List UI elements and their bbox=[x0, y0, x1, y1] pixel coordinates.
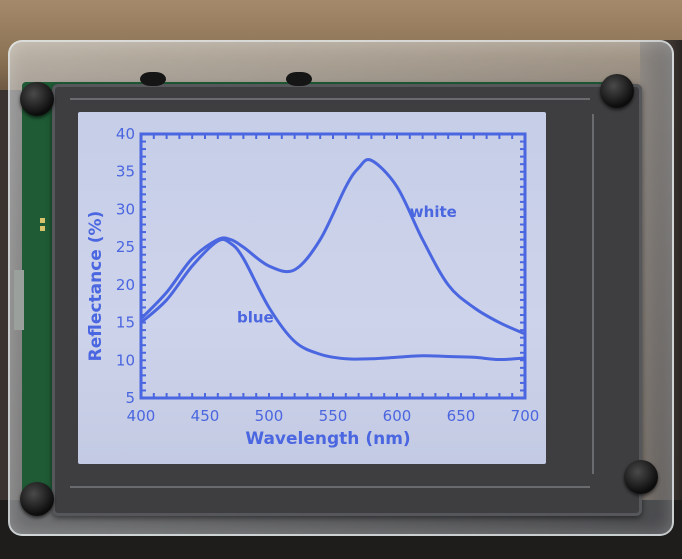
x-tick-label: 550 bbox=[319, 407, 348, 425]
y-tick-label: 15 bbox=[116, 314, 135, 332]
screw-top-left bbox=[20, 82, 54, 116]
lcd-screen: 400 450 500 550 600 650 700 5 10 15 20 25 30 35 40 Wa… bbox=[78, 112, 546, 464]
bezel-line-top bbox=[70, 98, 590, 100]
series-line-white bbox=[139, 158, 526, 336]
white-series-label: white bbox=[410, 203, 457, 221]
bezel-line-right bbox=[592, 114, 594, 474]
y-tick-label: 5 bbox=[125, 389, 135, 407]
screw-top-right bbox=[600, 74, 634, 108]
y-tick-label: 20 bbox=[116, 276, 135, 294]
x-tick-label: 600 bbox=[383, 407, 412, 425]
x-tick-label: 700 bbox=[511, 407, 540, 425]
y-tick-label: 40 bbox=[116, 125, 135, 143]
bezel-line-bottom bbox=[70, 486, 590, 488]
x-tick-label: 450 bbox=[191, 407, 220, 425]
x-tick-label: 650 bbox=[447, 407, 476, 425]
y-axis-label: Reflectance (%) bbox=[86, 211, 106, 362]
ribbon-connector bbox=[14, 270, 24, 330]
x-tick-labels: 400 450 500 550 600 650 700 bbox=[127, 407, 540, 425]
standoff-left bbox=[140, 72, 166, 86]
series-lines bbox=[139, 158, 526, 362]
x-axis-label: Wavelength (nm) bbox=[245, 429, 410, 449]
chart-axes bbox=[139, 132, 527, 400]
y-tick-label: 35 bbox=[116, 163, 135, 181]
x-tick-label: 400 bbox=[127, 407, 156, 425]
y-tick-labels: 5 10 15 20 25 30 35 40 bbox=[116, 125, 135, 407]
screw-bottom-right bbox=[624, 460, 658, 494]
header-pins bbox=[40, 218, 48, 234]
y-tick-label: 25 bbox=[116, 238, 135, 256]
standoff-right bbox=[286, 72, 312, 86]
y-tick-label: 10 bbox=[116, 351, 135, 369]
series-line-blue bbox=[140, 237, 526, 362]
y-tick-label: 30 bbox=[116, 200, 135, 218]
reflectance-chart: 400 450 500 550 600 650 700 5 10 15 20 25 30 35 40 Wa… bbox=[86, 125, 540, 449]
blue-series-label: blue bbox=[237, 309, 274, 327]
x-tick-label: 500 bbox=[255, 407, 284, 425]
screw-bottom-left bbox=[20, 482, 54, 516]
